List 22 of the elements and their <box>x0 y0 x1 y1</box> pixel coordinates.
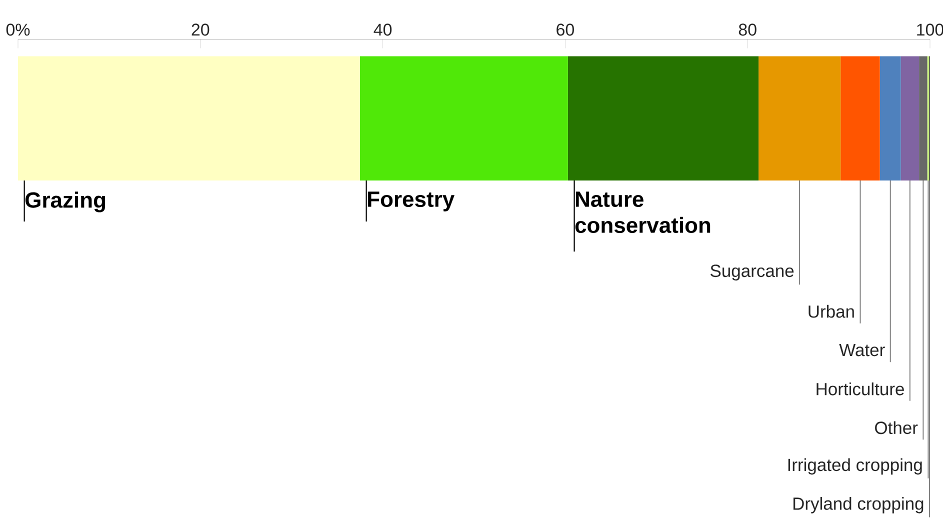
bar <box>568 56 759 180</box>
bar <box>18 56 360 180</box>
series-label: Grazing <box>25 192 106 212</box>
bar <box>758 56 841 180</box>
text: Dryland cropping <box>794 497 924 514</box>
x-tick-label: 0% <box>6 24 30 36</box>
text: Sugarcane <box>710 264 794 281</box>
bar <box>900 56 920 180</box>
text: Other <box>875 421 918 434</box>
x-tick-label: 60 <box>556 24 574 36</box>
text: Irrigated cropping <box>788 458 922 475</box>
series-label: Nature conservation <box>575 192 710 234</box>
text: Water <box>839 344 885 356</box>
text: Urban <box>808 304 854 318</box>
bar <box>880 56 901 180</box>
bar <box>360 56 568 180</box>
x-tick-label: 20 <box>192 24 210 36</box>
bar <box>840 56 880 180</box>
x-tick-label: 40 <box>374 24 392 36</box>
series-label: Forestry <box>368 192 454 212</box>
x-tick-label: 80 <box>738 24 756 36</box>
text: Horticulture <box>816 382 904 396</box>
